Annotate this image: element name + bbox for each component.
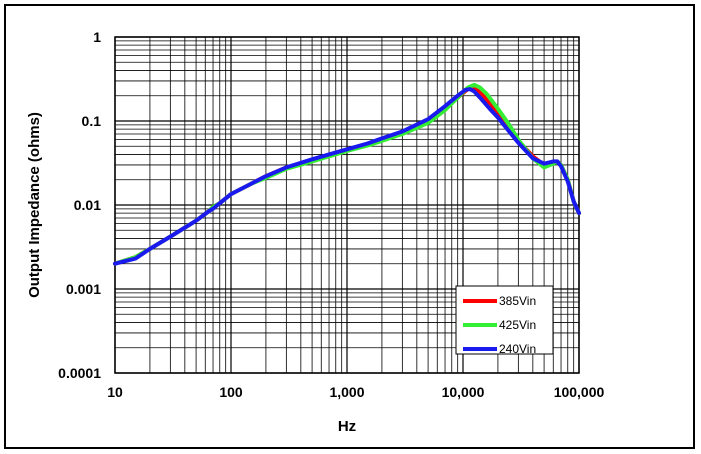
series-lines [113, 82, 581, 266]
y-tick-label: 0.1 [82, 113, 102, 129]
y-tick-label: 0.001 [66, 281, 101, 297]
x-axis-label: Hz [338, 418, 356, 435]
y-tick-labels: 1 0.1 0.01 0.001 0.0001 [58, 29, 101, 381]
y-axis-label: Output Impedance (ohms) [26, 112, 43, 298]
x-tick-label: 10,000 [442, 384, 485, 400]
legend: 385Vin 425Vin 240Vin [455, 285, 554, 356]
legend-label: 385Vin [499, 294, 536, 308]
legend-label: 240Vin [499, 342, 536, 356]
legend-label: 425Vin [499, 318, 536, 332]
x-tick-label: 1,000 [329, 384, 364, 400]
x-tick-label: 10 [107, 384, 123, 400]
x-tick-label: 100,000 [554, 384, 605, 400]
legend-box [455, 285, 554, 355]
y-tick-label: 0.01 [74, 197, 101, 213]
x-tick-label: 100 [219, 384, 243, 400]
y-tick-label: 1 [93, 29, 101, 45]
plot-border [114, 36, 580, 374]
series-line-240Vin [113, 87, 581, 266]
x-tick-labels: 10 100 1,000 10,000 100,000 [107, 384, 604, 400]
y-tick-label: 0.0001 [58, 365, 101, 381]
